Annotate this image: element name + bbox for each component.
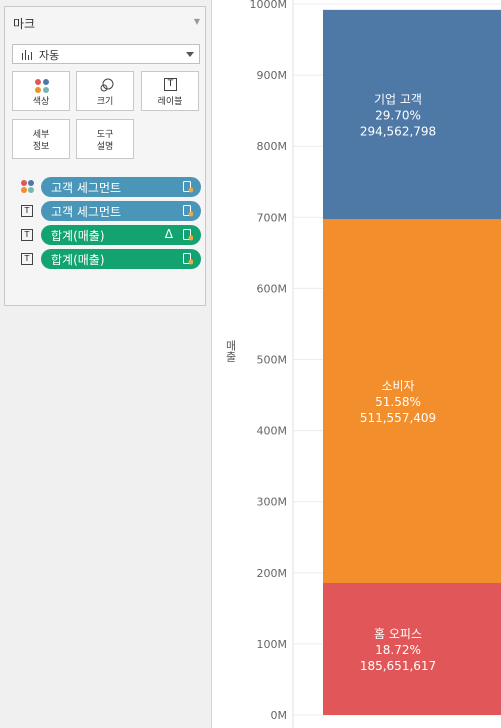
bar-data-label: 홈 오피스 [374, 627, 422, 641]
label-icon: T [21, 253, 33, 265]
marks-card: 마크 ▼ 자동 색상 크기 T 레이블 [4, 6, 206, 306]
field-pill-label: 고객 세그먼트 [51, 181, 122, 195]
mark-field-label: T 합계(매출) Δ [21, 225, 203, 245]
bar-data-label: 소비자 [381, 379, 414, 393]
sort-icon [183, 229, 193, 241]
y-tick-label: 600M [257, 282, 288, 295]
mark-type-label: 자동 [39, 49, 60, 62]
tooltip-button-label: 도구 설명 [96, 130, 114, 152]
bar-data-label: 185,651,617 [360, 659, 436, 673]
bar-data-label: 511,557,409 [360, 411, 436, 425]
sort-icon [183, 181, 193, 193]
mark-type-dropdown[interactable]: 자동 [12, 44, 200, 64]
color-icon [21, 180, 35, 194]
y-tick-label: 900M [257, 69, 288, 82]
bars [323, 9, 501, 715]
auto-bars-icon [21, 49, 33, 60]
y-tick-label: 500M [257, 354, 288, 367]
bar-segment [323, 9, 501, 220]
mark-field-label: T 합계(매출) [21, 249, 203, 269]
size-icon [100, 78, 114, 92]
detail-button-label: 세부 정보 [32, 130, 50, 152]
bar-data-label: 29.70% [375, 109, 421, 123]
y-tick-label: 1000M [250, 0, 288, 11]
bar-data-label: 기업 고객 [374, 93, 422, 107]
bar-data-label: 51.58% [375, 395, 421, 409]
field-pill-label: 합계(매출) [51, 253, 105, 267]
color-icon [35, 79, 49, 93]
label-button-label: 레이블 [157, 97, 183, 107]
field-pill[interactable]: 고객 세그먼트 [41, 201, 201, 221]
sort-icon [183, 253, 193, 265]
detail-button[interactable]: 세부 정보 [12, 119, 70, 159]
y-axis-title: 매출 [224, 340, 237, 362]
y-tick-label: 800M [257, 140, 288, 153]
field-pill-label: 고객 세그먼트 [51, 205, 122, 219]
left-sidebar: 마크 ▼ 자동 색상 크기 T 레이블 [0, 0, 212, 728]
y-tick-label: 100M [257, 638, 288, 651]
size-button-label: 크기 [96, 97, 114, 107]
y-tick-label: 300M [257, 496, 288, 509]
field-pill[interactable]: 고객 세그먼트 [41, 177, 201, 197]
bar-data-label: 18.72% [375, 643, 421, 657]
sort-icon [183, 205, 193, 217]
bar-data-label: 294,562,798 [360, 125, 436, 139]
mark-field-color: 고객 세그먼트 [21, 177, 203, 197]
field-pill[interactable]: 합계(매출) [41, 249, 201, 269]
marks-card-title: 마크 [13, 17, 36, 31]
field-pill[interactable]: 합계(매출) Δ [41, 225, 201, 245]
bar-segment [323, 583, 501, 715]
text-label-icon: T [164, 78, 177, 91]
y-axis-ticks: 0M 100M 200M 300M 400M 500M 600M 700M 800M 900M 10… [250, 0, 288, 722]
label-button[interactable]: T 레이블 [141, 71, 199, 111]
label-icon: T [21, 229, 33, 241]
mark-field-label: T 고객 세그먼트 [21, 201, 203, 221]
y-tick-label: 400M [257, 425, 288, 438]
tooltip-button[interactable]: 도구 설명 [76, 119, 134, 159]
field-pill-label: 합계(매출) [51, 229, 105, 243]
bar-segment [323, 219, 501, 584]
color-button-label: 색상 [32, 97, 50, 107]
stacked-bar-chart: 0M 100M 200M 300M 400M 500M 600M 700M 800M 900M 10… [250, 0, 501, 728]
chevron-down-icon [186, 52, 194, 57]
delta-icon: Δ [164, 227, 173, 241]
y-tick-label: 0M [271, 709, 288, 722]
y-tick-label: 200M [257, 567, 288, 580]
marks-card-menu-icon[interactable]: ▼ [193, 17, 200, 26]
bar-labels: 홈 오피스 18.72% 185,651,617 소비자 51.58% 511,557,4… [360, 93, 436, 673]
size-button[interactable]: 크기 [76, 71, 134, 111]
label-icon: T [21, 205, 33, 217]
color-button[interactable]: 색상 [12, 71, 70, 111]
y-tick-label: 700M [257, 211, 288, 224]
